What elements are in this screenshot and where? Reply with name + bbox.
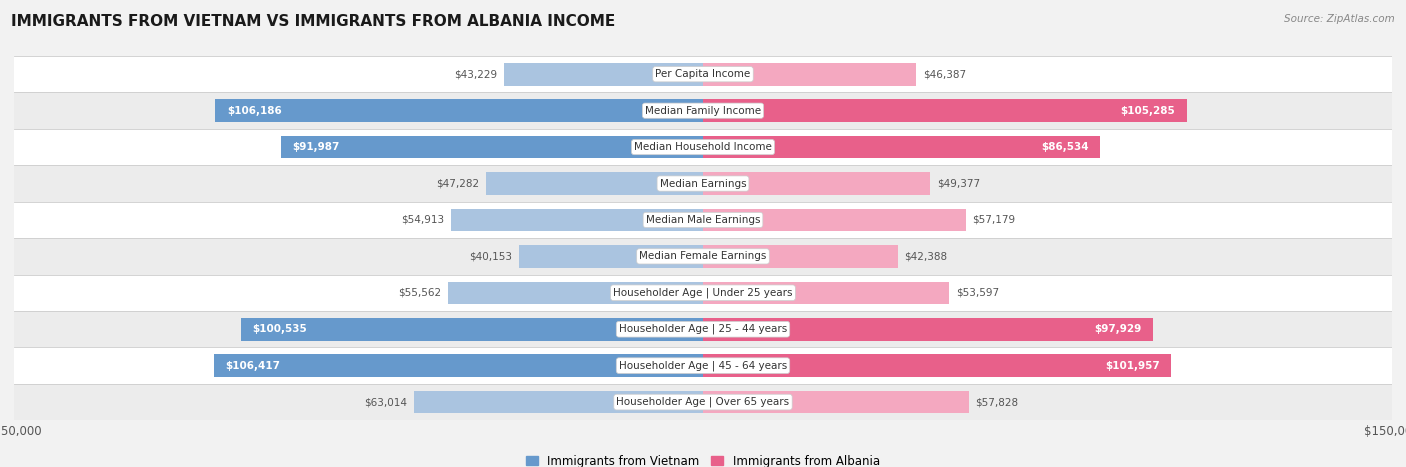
Text: $100,535: $100,535 bbox=[253, 324, 308, 334]
Text: $43,229: $43,229 bbox=[454, 69, 498, 79]
Bar bbox=[14, 56, 1392, 92]
Legend: Immigrants from Vietnam, Immigrants from Albania: Immigrants from Vietnam, Immigrants from… bbox=[522, 450, 884, 467]
Bar bbox=[281, 136, 703, 158]
Bar bbox=[14, 311, 1392, 347]
Bar bbox=[703, 209, 966, 231]
Text: $47,282: $47,282 bbox=[436, 178, 479, 189]
Bar bbox=[14, 384, 1392, 420]
Bar bbox=[14, 202, 1392, 238]
Bar bbox=[14, 165, 1392, 202]
Text: Median Family Income: Median Family Income bbox=[645, 106, 761, 116]
Bar bbox=[519, 245, 703, 268]
Text: $63,014: $63,014 bbox=[364, 397, 406, 407]
Text: $86,534: $86,534 bbox=[1042, 142, 1090, 152]
Bar bbox=[14, 275, 1392, 311]
Bar bbox=[505, 63, 703, 85]
Text: Median Household Income: Median Household Income bbox=[634, 142, 772, 152]
Bar bbox=[703, 318, 1153, 340]
Bar bbox=[14, 347, 1392, 384]
Text: Householder Age | 25 - 44 years: Householder Age | 25 - 44 years bbox=[619, 324, 787, 334]
Text: $54,913: $54,913 bbox=[401, 215, 444, 225]
Text: Source: ZipAtlas.com: Source: ZipAtlas.com bbox=[1284, 14, 1395, 24]
Bar bbox=[703, 354, 1171, 377]
Text: Householder Age | Under 25 years: Householder Age | Under 25 years bbox=[613, 288, 793, 298]
Text: $101,957: $101,957 bbox=[1105, 361, 1160, 371]
Text: $42,388: $42,388 bbox=[904, 251, 948, 262]
Text: $53,597: $53,597 bbox=[956, 288, 1000, 298]
Bar bbox=[413, 391, 703, 413]
Bar bbox=[703, 282, 949, 304]
Bar bbox=[14, 92, 1392, 129]
Text: Householder Age | Over 65 years: Householder Age | Over 65 years bbox=[616, 397, 790, 407]
Text: $106,186: $106,186 bbox=[226, 106, 281, 116]
Bar bbox=[214, 354, 703, 377]
Bar bbox=[451, 209, 703, 231]
Text: $55,562: $55,562 bbox=[398, 288, 441, 298]
Text: $40,153: $40,153 bbox=[468, 251, 512, 262]
Bar bbox=[14, 238, 1392, 275]
Bar bbox=[447, 282, 703, 304]
Text: Median Female Earnings: Median Female Earnings bbox=[640, 251, 766, 262]
Bar bbox=[703, 63, 917, 85]
Bar bbox=[703, 136, 1101, 158]
Text: Median Earnings: Median Earnings bbox=[659, 178, 747, 189]
Text: $97,929: $97,929 bbox=[1094, 324, 1142, 334]
Bar bbox=[215, 99, 703, 122]
Text: Median Male Earnings: Median Male Earnings bbox=[645, 215, 761, 225]
Text: $57,179: $57,179 bbox=[973, 215, 1015, 225]
Text: Per Capita Income: Per Capita Income bbox=[655, 69, 751, 79]
Text: $105,285: $105,285 bbox=[1121, 106, 1175, 116]
Text: $46,387: $46,387 bbox=[922, 69, 966, 79]
Text: $57,828: $57,828 bbox=[976, 397, 1018, 407]
Bar bbox=[703, 245, 897, 268]
Text: $106,417: $106,417 bbox=[226, 361, 281, 371]
Bar bbox=[486, 172, 703, 195]
Bar bbox=[242, 318, 703, 340]
Bar bbox=[14, 129, 1392, 165]
Text: IMMIGRANTS FROM VIETNAM VS IMMIGRANTS FROM ALBANIA INCOME: IMMIGRANTS FROM VIETNAM VS IMMIGRANTS FR… bbox=[11, 14, 616, 29]
Bar bbox=[703, 172, 929, 195]
Text: Householder Age | 45 - 64 years: Householder Age | 45 - 64 years bbox=[619, 361, 787, 371]
Text: $91,987: $91,987 bbox=[292, 142, 339, 152]
Bar bbox=[703, 391, 969, 413]
Bar bbox=[703, 99, 1187, 122]
Text: $49,377: $49,377 bbox=[936, 178, 980, 189]
